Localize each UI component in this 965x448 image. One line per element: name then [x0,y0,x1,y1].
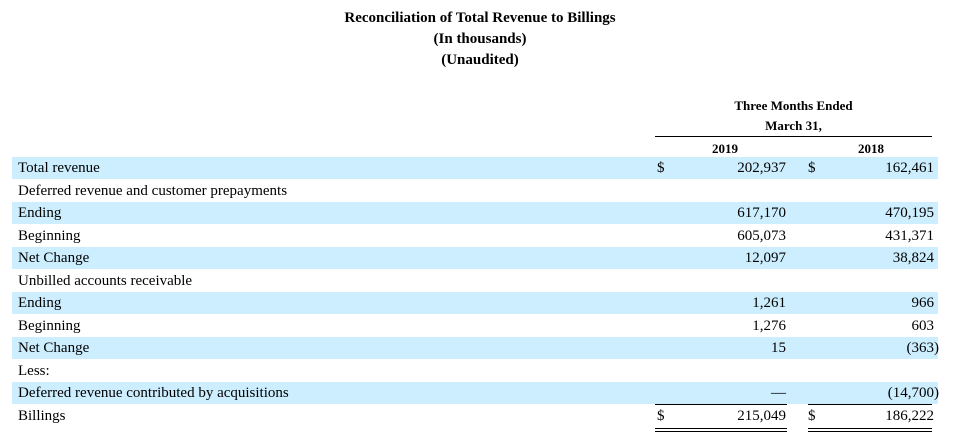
value-2019: 15 [771,340,786,356]
row-label: Beginning [18,228,81,244]
column-header-2019: 2019 [712,141,738,156]
row-label: Beginning [18,318,81,334]
table-row: Ending 1,261 966 [12,292,938,314]
value-2019: 215,049 [737,408,786,424]
period-header-line1: Three Months Ended [734,98,853,113]
value-2018: 162,461 [885,160,934,176]
table-row: Net Change 12,097 38,824 [12,247,938,269]
table-row: Unbilled accounts receivable [12,270,938,292]
currency-symbol-2019: $ [657,408,665,424]
table-row: Billings $215,049 $186,222 [12,405,938,427]
report-title: Reconciliation of Total Revenue to Billi… [344,10,616,26]
header-rule [655,136,932,137]
row-label: Net Change [18,340,90,356]
value-2018: (14,700) [887,385,939,401]
value-2018: 603 [911,318,935,334]
table-row: Ending 617,170 470,195 [12,202,938,224]
table-row: Beginning 605,073 431,371 [12,225,938,247]
value-2018: 431,371 [885,228,934,244]
period-header-line2: March 31, [765,118,822,133]
row-label: Less: [18,363,50,379]
value-2018: (363) [906,340,940,356]
row-label: Deferred revenue contributed by acquisit… [18,385,289,401]
value-2019: 12,097 [744,250,786,266]
value-2018: 470,195 [885,205,934,221]
currency-symbol-2018: $ [808,160,816,176]
value-2019: 605,073 [737,228,786,244]
table-row: Deferred revenue and customer prepayment… [12,180,938,202]
row-label: Unbilled accounts receivable [18,273,193,289]
subtotal-rule [655,404,787,405]
row-label: Billings [18,408,66,424]
value-2019: 1,261 [752,295,786,311]
total-double-rule [655,428,787,432]
column-header-2018: 2018 [858,141,884,156]
report-units: (In thousands) [433,31,527,47]
report-title-block: Reconciliation of Total Revenue to Billi… [280,8,680,71]
table-row: Beginning 1,276 603 [12,315,938,337]
total-double-rule [808,428,932,432]
table-row: Less: [12,360,938,382]
value-2019: 1,276 [752,318,786,334]
report-audit-status: (Unaudited) [441,52,519,68]
row-label: Ending [18,205,62,221]
row-label: Deferred revenue and customer prepayment… [18,183,288,199]
value-2019: — [771,385,786,401]
value-2018: 966 [911,295,935,311]
row-label: Net Change [18,250,90,266]
subtotal-rule [808,404,932,405]
table-row: Deferred revenue contributed by acquisit… [12,382,939,404]
table-row: Net Change 15 (363) [12,337,940,359]
value-2018: 186,222 [885,408,934,424]
currency-symbol-2019: $ [657,160,665,176]
value-2018: 38,824 [892,250,934,266]
value-2019: 617,170 [737,205,786,221]
row-label: Total revenue [18,160,100,176]
table-row: Total revenue $202,937 $162,461 [12,157,938,179]
currency-symbol-2018: $ [808,408,816,424]
row-label: Ending [18,295,62,311]
value-2019: 202,937 [737,160,786,176]
